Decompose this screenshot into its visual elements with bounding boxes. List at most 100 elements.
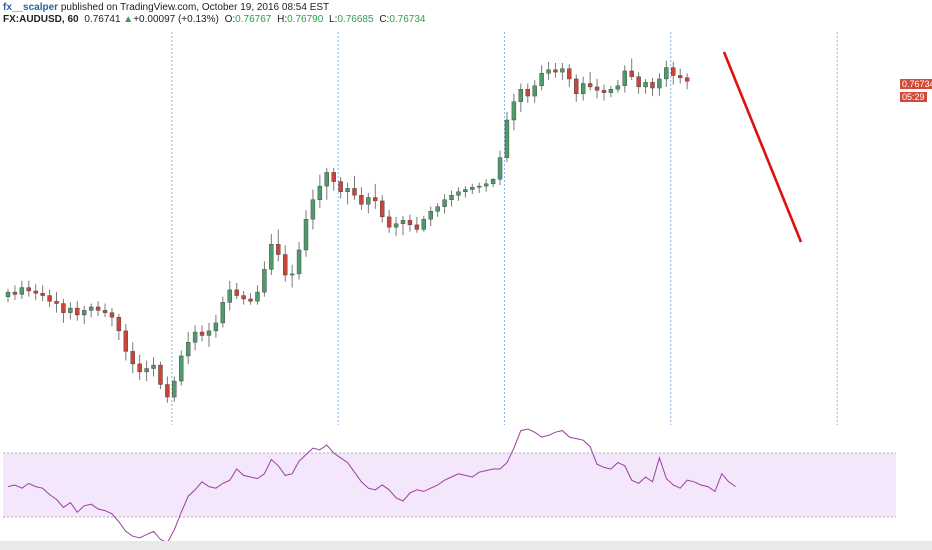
candle-body-bearish [650, 82, 655, 89]
candle-body-bearish [40, 293, 45, 296]
candle-body-bullish [144, 368, 149, 373]
candle-body-bearish [684, 77, 690, 82]
candle-body-bearish [338, 181, 343, 193]
candle-body-bearish [75, 307, 80, 316]
candle-body-bullish [5, 291, 11, 297]
last-price: 0.76741 [84, 14, 121, 25]
candle-body-bearish [109, 312, 115, 318]
bottom-scrollbar[interactable] [0, 541, 932, 550]
symbol-label: FX:AUDUSD, 60 [3, 14, 79, 25]
candle-body-bullish [463, 189, 468, 193]
candle-body-bullish [393, 223, 399, 228]
candle-body-bullish [317, 185, 323, 200]
candle-body-bullish [151, 364, 156, 369]
candle-body-bearish [283, 254, 288, 276]
candle-body-bearish [407, 220, 413, 226]
candle-body-bearish [26, 287, 31, 292]
candle-body-bullish [88, 306, 94, 311]
candle-body-bullish [532, 85, 537, 97]
candle-body-bullish [82, 310, 87, 316]
candle-body-bearish [671, 67, 676, 76]
candle-body-bullish [303, 218, 309, 251]
candle-body-bearish [33, 290, 38, 294]
candle-body-bearish [95, 306, 101, 311]
candle-body-bullish [192, 331, 198, 343]
candle-body-bullish [213, 322, 219, 332]
candle-body-bullish [296, 249, 302, 275]
candle-body-bearish [574, 78, 579, 94]
candle-body-bullish [185, 342, 191, 357]
candle-body-bearish [54, 301, 59, 304]
ohlc-line: FX:AUDUSD, 60 0.76741 ▲+0.00097 (+0.13%)… [3, 14, 425, 26]
candle-body-bullish [324, 172, 329, 187]
candle-body-bullish [345, 188, 350, 193]
candle-body-bullish [262, 269, 267, 293]
author-link[interactable]: fx__scalper [3, 2, 59, 13]
candle-body-bullish [227, 289, 232, 303]
candle-body-bearish [12, 291, 18, 295]
candle-body-bearish [587, 83, 593, 88]
candle-body-bearish [601, 90, 607, 93]
candle-body-bullish [421, 218, 426, 230]
candle-body-bearish [594, 86, 600, 91]
candlestick-series [5, 58, 690, 403]
candle-body-bullish [428, 210, 433, 220]
candle-body-bullish [497, 157, 503, 180]
candle-body-bearish [525, 89, 530, 97]
candle-body-bullish [664, 67, 669, 80]
candle-body-bullish [643, 82, 648, 88]
candle-body-bullish [206, 330, 212, 336]
publish-line: fx__scalper published on TradingView.com… [3, 2, 425, 14]
candle-body-bearish [373, 197, 378, 202]
candle-body-bearish [567, 68, 572, 80]
candle-body-bullish [546, 69, 551, 74]
candle-body-bullish [608, 89, 614, 93]
candle-body-bullish [580, 83, 586, 94]
candle-body-bearish [241, 295, 246, 300]
candle-body-bearish [331, 172, 336, 182]
candle-body-bullish [483, 183, 489, 187]
candle-body-bullish [366, 197, 371, 205]
candle-body-bullish [490, 179, 496, 185]
candle-body-bullish [456, 191, 461, 196]
candle-body-bullish [657, 78, 662, 89]
candle-body-bullish [310, 199, 316, 220]
candle-body-bearish [636, 76, 641, 88]
candle-body-bearish [47, 295, 52, 302]
open-label: O: [224, 14, 236, 25]
candle-body-bullish [400, 220, 406, 224]
candle-body-bullish [179, 355, 184, 382]
publish-info: published on TradingView.com, October 19… [60, 2, 330, 13]
candle-body-bearish [123, 330, 129, 352]
last-price-tag: 0.76734 [900, 79, 932, 89]
candle-body-bearish [276, 244, 281, 255]
change-value: +0.00097 (+0.13%) [133, 14, 219, 25]
high-label: H: [277, 14, 288, 25]
rsi-pane [3, 428, 896, 544]
candle-body-bullish [470, 187, 475, 190]
up-arrow-icon: ▲ [123, 14, 134, 25]
candle-body-bearish [352, 188, 357, 196]
candle-body-bearish [380, 200, 385, 218]
close-value: 0.76734 [389, 14, 426, 25]
candle-body-bearish [248, 298, 253, 302]
chart-header: fx__scalper published on TradingView.com… [3, 2, 425, 26]
candle-body-bearish [61, 303, 66, 313]
rsi-line [7, 428, 736, 544]
candle-body-bullish [504, 119, 510, 158]
candle-body-bullish [19, 287, 25, 295]
candle-body-bullish [442, 199, 447, 207]
candle-body-bearish [165, 384, 170, 398]
candle-body-bullish [477, 185, 482, 188]
candle-body-bullish [255, 291, 260, 302]
downtrend-annotation-line[interactable] [722, 51, 803, 243]
candle-body-bearish [629, 70, 634, 77]
candle-body-bullish [435, 206, 440, 212]
candle-body-bullish [220, 302, 226, 324]
candle-body-bearish [158, 364, 163, 385]
candle-body-bullish [269, 244, 274, 270]
candle-body-bearish [553, 69, 558, 73]
high-value: 0.76790 [287, 14, 324, 25]
candle-body-bullish [68, 307, 73, 313]
